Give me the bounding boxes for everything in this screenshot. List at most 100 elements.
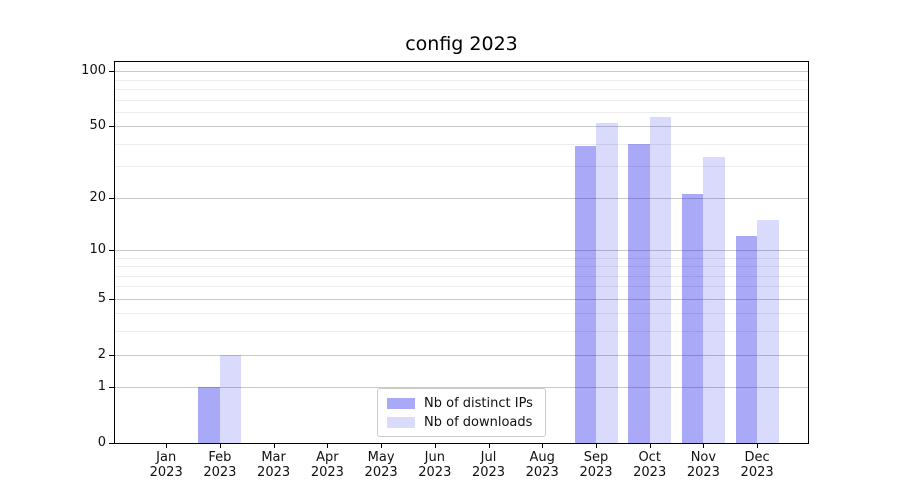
x-tick-year: 2023 [203,465,237,480]
legend-label: Nb of distinct IPs [424,395,533,411]
chart-title: config 2023 [405,33,518,55]
bar-nb-of-distinct-ips-feb-2023 [198,387,220,443]
y-tick-label: 100 [81,63,106,79]
y-tick [109,298,114,300]
gridline-major [115,354,808,356]
bar-nb-of-distinct-ips-sep-2023 [574,145,596,443]
y-tick [109,354,114,356]
bar-nb-of-downloads-feb-2023 [219,354,242,443]
x-tick-year: 2023 [310,465,344,480]
x-tick-month: Jul [480,450,497,465]
legend-item: Nb of distinct IPs [387,396,536,411]
x-tick-month: Aug [529,450,555,465]
gridline-minor [115,257,808,259]
x-tick [703,444,705,448]
gridline-minor [115,166,808,168]
y-tick-label: 50 [89,118,106,134]
x-tick-year: 2023 [149,465,183,480]
x-tick-month: Apr [316,450,339,465]
y-tick-label: 2 [97,346,106,362]
x-tick-month: Dec [744,450,770,465]
x-tick-year: 2023 [686,465,720,480]
y-tick [109,71,114,73]
gridline-minor [115,331,808,333]
y-tick [109,249,114,251]
bar-nb-of-downloads-dec-2023 [757,219,779,443]
x-tick [327,444,329,448]
bar-nb-of-distinct-ips-nov-2023 [681,194,704,443]
x-tick-month: Jan [156,450,177,465]
gridline-minor [115,79,808,81]
x-tick-month: Sep [583,450,609,465]
gridline-minor [115,266,808,267]
y-tick [109,443,114,444]
gridline-major [115,387,808,389]
x-tick-year: 2023 [525,465,559,480]
x-tick [596,444,597,448]
gridline-minor [115,313,808,315]
gridline-major [115,249,808,251]
plot-area [114,61,809,444]
gridline-minor [115,143,808,145]
x-tick [488,444,490,448]
y-tick-label: 10 [89,241,106,257]
x-tick-month: Nov [690,450,717,465]
x-tick-month: Mar [261,450,286,465]
x-tick-label: Jun 2023 [405,450,465,480]
x-tick-label: Jan 2023 [136,450,196,480]
gridline-major [115,71,808,73]
legend: Nb of distinct IPs Nb of downloads [377,388,546,437]
x-tick-month: Oct [638,450,661,465]
legend-swatch-nb-of-distinct-ips [387,397,415,409]
y-tick-label: 20 [89,189,106,205]
x-tick-year: 2023 [257,465,291,480]
gridline-major [115,126,808,128]
y-tick [109,387,114,389]
x-tick-label: Dec 2023 [727,450,787,480]
bar-nb-of-downloads-sep-2023 [596,123,618,443]
x-tick-year: 2023 [364,465,398,480]
gridline-minor [115,286,808,288]
bar-nb-of-distinct-ips-dec-2023 [735,236,758,443]
x-tick-year: 2023 [471,465,506,480]
gridline-minor [115,111,808,113]
x-tick-label: Feb 2023 [190,450,250,480]
legend-swatch-nb-of-downloads [387,416,415,428]
x-tick [649,444,651,448]
x-tick-label: Nov 2023 [673,450,733,480]
x-tick-label: Aug 2023 [512,450,572,480]
x-tick-year: 2023 [633,465,667,480]
y-tick-label: 0 [97,435,106,450]
gridline-major [115,197,808,199]
bar-nb-of-downloads-nov-2023 [703,156,725,443]
y-tick [109,126,114,128]
y-tick-label: 1 [97,379,106,395]
x-tick-label: Sep 2023 [566,450,626,480]
x-tick [757,444,759,448]
x-tick-label: Oct 2023 [620,450,680,480]
x-tick-year: 2023 [579,465,613,480]
gridline-minor [115,275,808,277]
gridline-minor [115,99,808,101]
x-tick-year: 2023 [740,465,774,480]
x-tick [542,444,544,448]
x-tick-month: Feb [208,450,232,465]
x-tick-month: Jun [424,450,445,465]
legend-label: Nb of downloads [424,414,533,430]
x-tick [273,444,275,448]
x-tick [381,444,383,448]
x-tick-label: Jul 2023 [459,450,519,480]
y-tick [109,197,114,199]
x-tick-label: Mar 2023 [244,450,304,480]
legend-item: Nb of downloads [387,415,536,430]
bar-nb-of-downloads-oct-2023 [649,117,672,443]
x-tick [434,444,436,448]
y-tick-label: 5 [97,290,106,306]
x-tick-label: Apr 2023 [297,450,357,480]
x-tick-month: May [367,450,395,465]
x-tick [219,444,221,448]
bar-nb-of-distinct-ips-oct-2023 [628,143,650,443]
x-tick [166,444,168,448]
x-tick-label: May 2023 [351,450,411,480]
